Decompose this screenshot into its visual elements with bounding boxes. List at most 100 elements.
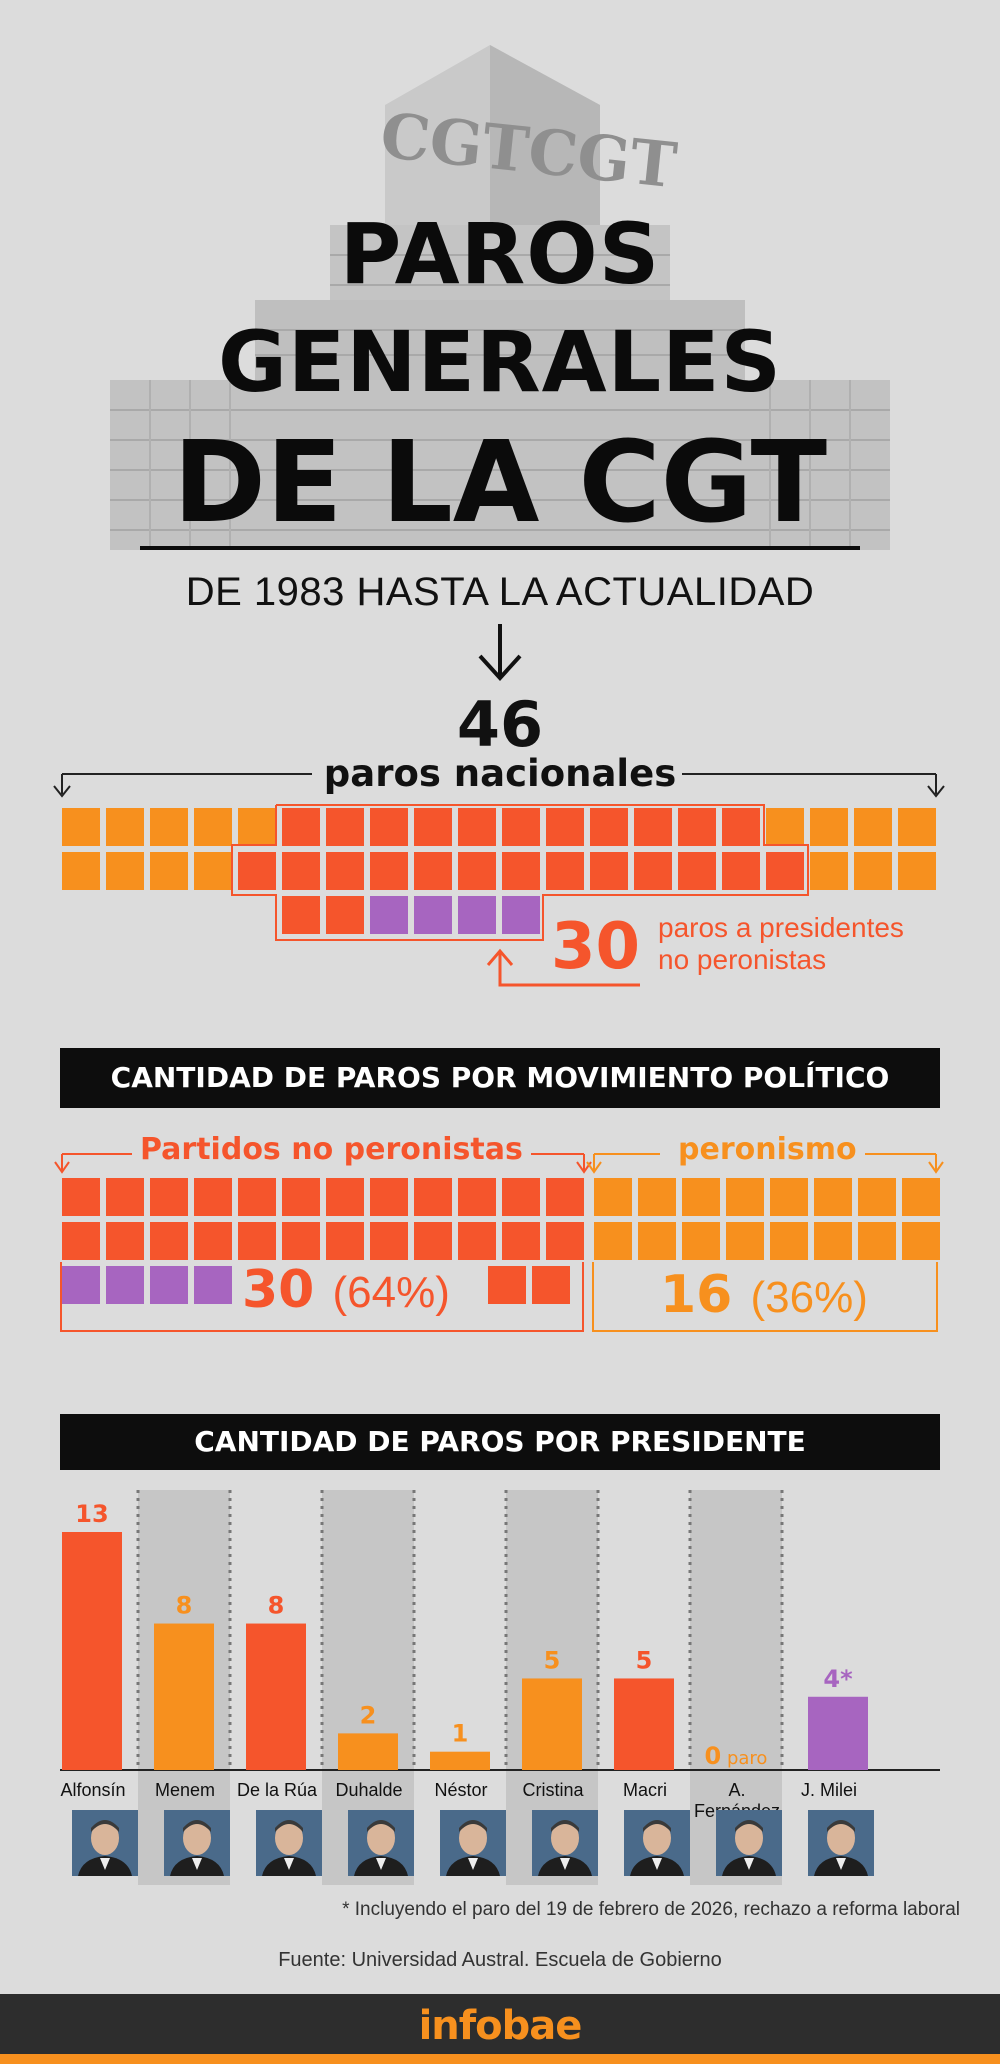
- strike-square: [414, 852, 452, 890]
- non-peronist-movement-label: Partidos no peronistas: [132, 1132, 531, 1167]
- non-peronist-total-value: 30: [551, 910, 641, 984]
- strike-square: [106, 852, 144, 890]
- strike-square: [770, 1222, 808, 1260]
- strike-square: [150, 1266, 188, 1304]
- strike-square: [678, 808, 716, 846]
- strike-square: [238, 1178, 276, 1216]
- strike-square: [902, 1178, 940, 1216]
- peronist-box: [592, 1262, 938, 1332]
- president-name-label: Menem: [154, 1780, 216, 1800]
- strike-square: [370, 852, 408, 890]
- bar-value-label: 2: [360, 1701, 377, 1729]
- strike-square: [766, 852, 804, 890]
- non-peronist-count-value: 30: [242, 1260, 315, 1320]
- strike-square: [194, 1266, 232, 1304]
- strike-square: [590, 852, 628, 890]
- strike-square: [414, 1222, 452, 1260]
- strike-square: [722, 852, 760, 890]
- strike-square: [150, 852, 188, 890]
- total-strikes-label: paros nacionales: [323, 752, 677, 795]
- strike-square: [62, 1222, 100, 1260]
- strike-square: [62, 852, 100, 890]
- president-name-label: De la Rúa: [236, 1780, 318, 1800]
- peronist-pct: (36%): [750, 1273, 868, 1322]
- strike-square: [766, 808, 804, 846]
- bar-value-label: 1: [452, 1720, 469, 1748]
- strike-square: [326, 1222, 364, 1260]
- non-peronist-outline: [231, 804, 809, 941]
- strike-square: [370, 1222, 408, 1260]
- strike-square: [682, 1222, 720, 1260]
- strike-square: [370, 896, 408, 934]
- strike-square: [546, 1222, 584, 1260]
- cgt-building-image: CGTCGT: [110, 45, 890, 550]
- strike-square: [282, 1222, 320, 1260]
- strike-square: [594, 1178, 632, 1216]
- non-peronist-label-line1: paros a presidentes: [658, 912, 904, 943]
- total-strikes-value: 46: [456, 688, 544, 761]
- peronist-count-value: 16: [660, 1265, 733, 1325]
- strike-square: [638, 1178, 676, 1216]
- strike-square: [902, 1222, 940, 1260]
- bar-value-label: 8: [176, 1592, 193, 1620]
- president-portrait: [532, 1810, 598, 1876]
- strike-square: [282, 896, 320, 934]
- strike-square: [282, 808, 320, 846]
- strike-square: [814, 1178, 852, 1216]
- strike-square: [502, 808, 540, 846]
- strike-square: [458, 852, 496, 890]
- strike-square: [326, 896, 364, 934]
- president-name-label: Néstor: [434, 1780, 488, 1800]
- strike-square: [678, 852, 716, 890]
- strike-square: [898, 852, 936, 890]
- strike-square: [682, 1178, 720, 1216]
- strike-square: [590, 808, 628, 846]
- footnote: * Incluyendo el paro del 19 de febrero d…: [342, 1899, 960, 1920]
- strike-square: [326, 852, 364, 890]
- strike-square: [150, 1178, 188, 1216]
- strike-square: [62, 1266, 100, 1304]
- strike-square: [502, 1178, 540, 1216]
- strike-square: [546, 852, 584, 890]
- strike-square: [546, 808, 584, 846]
- president-name-label: Duhalde: [335, 1780, 403, 1800]
- total-bracket: [53, 773, 945, 798]
- strike-square: [858, 1178, 896, 1216]
- bar-3: [246, 1623, 306, 1770]
- strike-square: [238, 852, 276, 890]
- peronist-count: 16 (36%): [660, 1265, 868, 1325]
- bar-2: [154, 1623, 214, 1770]
- non-peronist-box: [60, 1262, 584, 1332]
- brand-logo: infobae: [418, 2003, 583, 2049]
- strike-square: [502, 896, 540, 934]
- strike-square: [854, 852, 892, 890]
- strike-square: [546, 1178, 584, 1216]
- strike-square: [62, 1178, 100, 1216]
- strike-square: [502, 852, 540, 890]
- movement-brackets: [54, 1153, 944, 1174]
- strike-square: [532, 1266, 570, 1304]
- non-peronist-label-line2: no peronistas: [658, 944, 827, 975]
- strike-square: [726, 1178, 764, 1216]
- president-name-label: Alfonsín: [60, 1780, 126, 1800]
- strike-square: [634, 808, 672, 846]
- strike-square: [106, 808, 144, 846]
- strike-square: [238, 1222, 276, 1260]
- bar-value-label: 13: [75, 1500, 108, 1528]
- strike-square: [106, 1178, 144, 1216]
- strike-square: [770, 1178, 808, 1216]
- title-line-2: GENERALES: [217, 313, 783, 411]
- non-peronist-total-label: paros a presidentes no peronistas: [658, 912, 904, 976]
- strike-square: [458, 896, 496, 934]
- president-name-label: J. Milei: [800, 1780, 857, 1800]
- strike-square: [106, 1222, 144, 1260]
- strike-square: [726, 1222, 764, 1260]
- bar-4: [338, 1733, 398, 1770]
- president-portrait: [440, 1810, 506, 1876]
- down-arrow-icon: [478, 624, 522, 681]
- subtitle: DE 1983 HASTA LA ACTUALIDAD: [185, 570, 815, 614]
- bar-value-label: 4*: [823, 1665, 853, 1693]
- strike-square: [282, 1178, 320, 1216]
- strike-square: [238, 808, 276, 846]
- movement-section-title: CANTIDAD DE PAROS POR MOVIMIENTO POLÍTIC…: [60, 1048, 940, 1108]
